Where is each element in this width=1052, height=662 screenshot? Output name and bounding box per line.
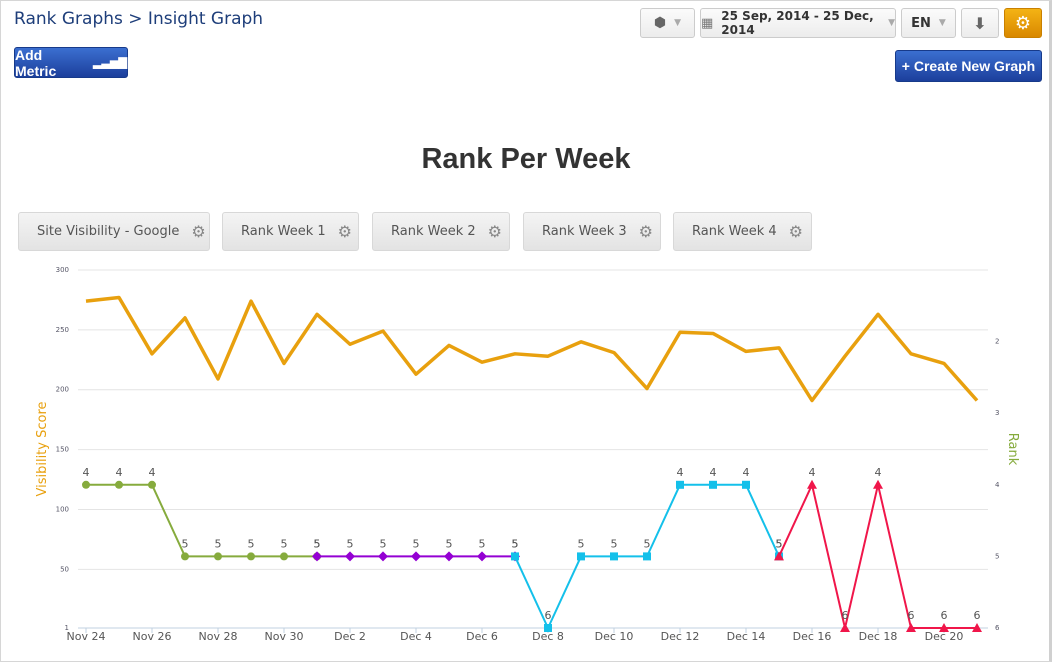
- bar-chart-icon: ▂▃▅▇: [93, 57, 127, 69]
- chevron-down-icon: ▼: [938, 18, 946, 28]
- legend-label: Rank Week 1: [241, 224, 326, 239]
- gear-icon[interactable]: ⚙: [191, 222, 206, 241]
- legend-item[interactable]: Rank Week 2 ⚙: [372, 212, 510, 251]
- add-metric-button[interactable]: Add Metric ▂▃▅▇: [14, 46, 128, 79]
- legend-item[interactable]: Rank Week 4 ⚙: [673, 212, 812, 251]
- create-new-graph-label: + Create New Graph: [901, 58, 1036, 74]
- legend-label: Site Visibility - Google: [37, 224, 180, 239]
- calendar-icon: ▦: [701, 15, 714, 31]
- chevron-down-icon: ▼: [888, 18, 895, 28]
- breadcrumb[interactable]: Rank Graphs > Insight Graph: [14, 9, 264, 29]
- legend-label: Rank Week 2: [391, 224, 476, 239]
- create-new-graph-button[interactable]: + Create New Graph: [895, 50, 1042, 82]
- date-range-picker[interactable]: ▦ 25 Sep, 2014 - 25 Dec, 2014 ▼: [700, 8, 896, 38]
- gear-icon[interactable]: ⚙: [788, 222, 803, 241]
- date-range-label: 25 Sep, 2014 - 25 Dec, 2014: [721, 9, 874, 37]
- download-button[interactable]: ⬇: [961, 8, 999, 38]
- view-selector[interactable]: ⬢ ▼: [640, 8, 695, 38]
- download-icon: ⬇: [973, 13, 987, 33]
- gear-icon[interactable]: ⚙: [487, 222, 502, 241]
- legend-item[interactable]: Rank Week 3 ⚙: [523, 212, 661, 251]
- language-label: EN: [911, 15, 931, 31]
- gear-icon: ⚙: [1014, 12, 1032, 34]
- settings-button[interactable]: ⚙: [1004, 8, 1042, 38]
- legend-label: Rank Week 4: [692, 224, 777, 239]
- chevron-down-icon: ▼: [674, 18, 682, 28]
- gear-icon[interactable]: ⚙: [337, 222, 352, 241]
- cube-icon: ⬢: [653, 15, 667, 31]
- legend-item[interactable]: Rank Week 1 ⚙: [222, 212, 359, 251]
- add-metric-label: Add Metric: [15, 46, 57, 79]
- legend-item[interactable]: Site Visibility - Google ⚙: [18, 212, 210, 251]
- chart-title: Rank Per Week: [421, 143, 631, 175]
- gear-icon[interactable]: ⚙: [638, 222, 653, 241]
- language-selector[interactable]: EN ▼: [901, 8, 956, 38]
- legend-label: Rank Week 3: [542, 224, 627, 239]
